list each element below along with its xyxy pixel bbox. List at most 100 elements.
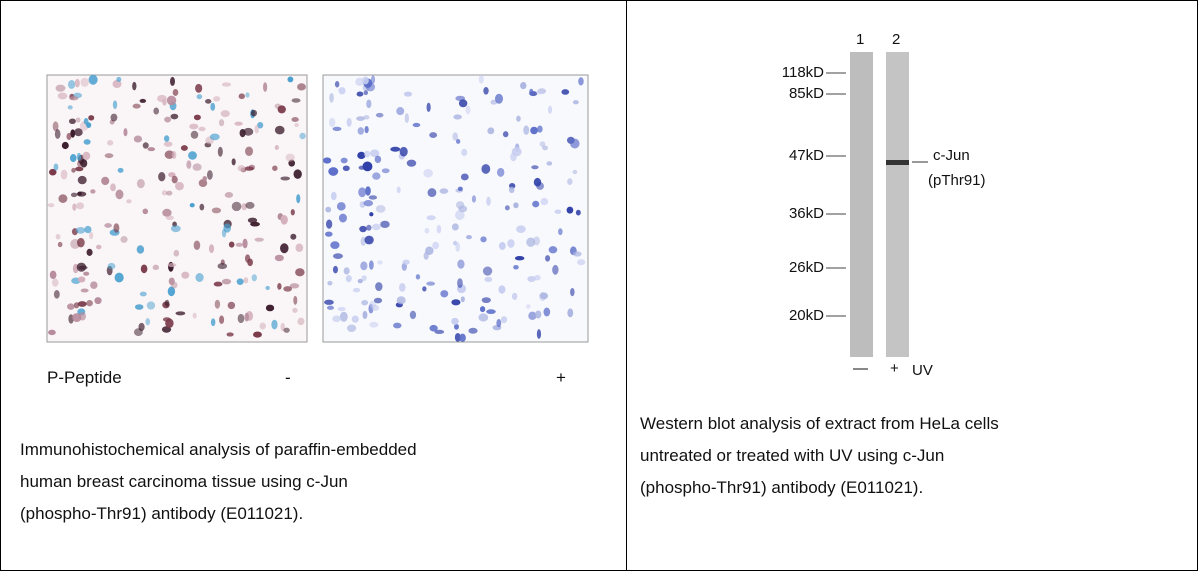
treatment-label: UV <box>912 362 933 379</box>
cell <box>357 127 364 135</box>
cell <box>53 163 59 171</box>
cell <box>345 275 352 283</box>
cell <box>537 125 543 133</box>
cell <box>84 225 92 234</box>
cell <box>332 265 339 274</box>
cell <box>104 223 112 228</box>
cell <box>80 77 89 87</box>
cell <box>375 205 386 213</box>
cell <box>68 79 76 89</box>
cell <box>170 225 181 233</box>
cell <box>244 166 254 171</box>
marker-label: 36kD <box>788 205 824 222</box>
cell <box>86 248 93 256</box>
cell <box>238 93 245 100</box>
cell <box>277 283 282 290</box>
cell <box>274 254 284 262</box>
cell <box>214 299 221 309</box>
cell <box>558 228 563 236</box>
cell <box>297 83 306 91</box>
cell <box>250 109 257 117</box>
cell <box>380 220 390 229</box>
cell <box>272 165 278 171</box>
cell <box>237 165 246 172</box>
cell <box>47 203 55 208</box>
cell <box>425 246 434 255</box>
cell <box>360 261 368 271</box>
cell <box>72 203 77 211</box>
cell <box>527 276 536 282</box>
cell <box>198 126 206 132</box>
cell <box>482 266 493 276</box>
cell <box>513 265 519 270</box>
cell <box>88 74 98 85</box>
cell <box>429 324 438 332</box>
cell <box>458 99 468 108</box>
cell <box>440 290 449 298</box>
cell <box>520 81 527 90</box>
cell <box>196 94 203 100</box>
cell <box>48 329 56 336</box>
cell <box>243 127 254 136</box>
cell <box>359 225 367 233</box>
cell <box>457 186 463 191</box>
cell <box>290 233 297 240</box>
cell <box>287 76 294 83</box>
cell <box>351 315 359 323</box>
cell <box>94 297 102 305</box>
cell <box>49 168 57 176</box>
cell <box>566 206 574 214</box>
cell <box>237 313 245 324</box>
cell <box>259 322 266 330</box>
cell <box>117 167 124 173</box>
cell <box>69 96 79 101</box>
cell <box>157 94 167 103</box>
cell <box>532 200 540 208</box>
caption-line: Immunohistochemical analysis of paraffin… <box>20 440 417 459</box>
cell <box>337 306 346 312</box>
cell <box>280 176 291 181</box>
caption-line: (phospho-Thr91) antibody (E011021). <box>640 478 924 497</box>
cell <box>101 176 110 186</box>
cell <box>362 310 368 320</box>
cell <box>332 315 341 323</box>
cell <box>338 213 347 223</box>
plus-label: + <box>556 368 566 387</box>
cell <box>132 81 137 91</box>
cell <box>104 153 114 159</box>
cell <box>158 171 166 182</box>
cell <box>218 119 225 127</box>
cell <box>375 282 383 292</box>
cell <box>465 234 472 240</box>
cell <box>536 90 542 95</box>
cell <box>245 201 255 209</box>
cell <box>323 157 332 164</box>
cell <box>483 86 489 95</box>
cell <box>368 195 378 200</box>
cell <box>451 317 459 325</box>
cell <box>193 240 201 250</box>
cell <box>327 280 333 286</box>
cell <box>403 91 413 97</box>
cell <box>70 129 76 138</box>
cell <box>508 186 515 193</box>
cell <box>369 149 380 158</box>
cell <box>427 188 437 198</box>
cell <box>221 82 232 87</box>
cell <box>412 122 421 128</box>
cell <box>208 244 215 253</box>
cell <box>530 126 538 135</box>
cell <box>76 202 85 210</box>
cell <box>361 299 369 306</box>
cell <box>339 311 348 322</box>
cell <box>55 84 66 92</box>
cell <box>366 224 372 231</box>
cell <box>243 277 249 284</box>
cell <box>132 103 141 109</box>
cell <box>332 253 343 260</box>
band <box>886 160 909 165</box>
cell <box>247 217 258 224</box>
cell <box>77 191 82 196</box>
cell <box>342 165 350 172</box>
cell <box>226 332 234 337</box>
